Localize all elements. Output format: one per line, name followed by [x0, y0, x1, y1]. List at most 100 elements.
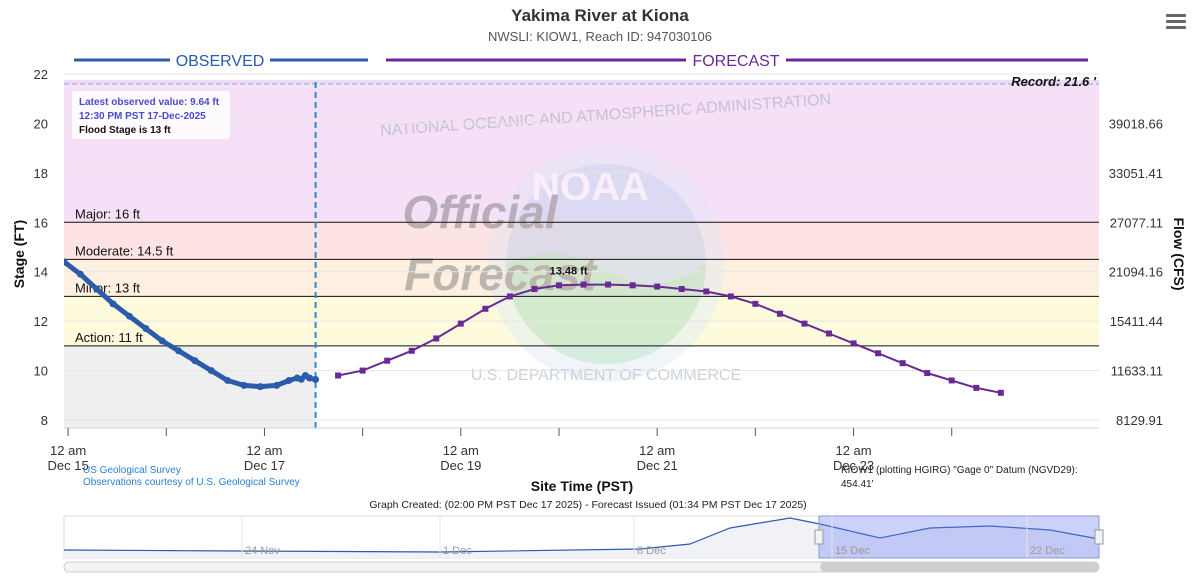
observed-point — [305, 374, 313, 382]
forecast-point — [924, 370, 931, 377]
y2-tick-label: 11633.11 — [1111, 364, 1163, 379]
watermark-logo: NOAA — [531, 165, 649, 209]
observed-point — [142, 325, 150, 333]
navigator-scrollbar-thumb[interactable] — [820, 562, 1099, 572]
chart-subtitle: NWSLI: KIOW1, Reach ID: 947030106 — [488, 29, 712, 44]
credit-observations[interactable]: Observations courtesy of U.S. Geological… — [83, 477, 300, 488]
observed-point — [224, 376, 232, 384]
threshold-label: Action: 11 ft — [75, 330, 143, 345]
forecast-point — [973, 384, 980, 391]
y2-tick-label: 8129.91 — [1116, 413, 1163, 428]
x-tick-label-date: Dec 19 — [440, 458, 481, 473]
forecast-point — [605, 281, 612, 288]
forecast-point — [776, 310, 783, 317]
y-tick-label: 20 — [34, 116, 48, 131]
y2-tick-label: 39018.66 — [1109, 116, 1163, 131]
y2-tick-label: 15411.44 — [1110, 314, 1163, 329]
graph-created-caption: Graph Created: (02:00 PM PST Dec 17 2025… — [369, 499, 806, 511]
forecast-point — [457, 320, 464, 327]
info-latest-value: Latest observed value: 9.64 ft — [79, 97, 220, 108]
observed-point — [207, 367, 215, 375]
range-navigator[interactable]: 24 Nov 1 Dec 8 Dec 15 Dec 22 Dec — [63, 515, 1104, 559]
info-flood-stage: Flood Stage is 13 ft — [79, 125, 171, 136]
x-axis-title: Site Time (PST) — [531, 478, 633, 494]
threshold-label: Minor: 13 ft — [75, 280, 140, 295]
x-tick-label-time: 12 am — [50, 443, 86, 458]
x-tick-label-date: Dec 17 — [244, 458, 285, 473]
record-label: Record: 21.6 ' — [1011, 74, 1097, 89]
navigator-date-label: 8 Dec — [637, 545, 666, 557]
observed-point — [285, 376, 293, 384]
hamburger-icon[interactable] — [1166, 14, 1186, 32]
forecast-point — [801, 320, 808, 327]
forecast-point — [384, 357, 391, 364]
y-tick-label: 16 — [34, 215, 48, 230]
threshold-label: Major: 16 ft — [75, 206, 140, 221]
forecast-point — [727, 293, 734, 300]
watermark-forecast: Forecast — [404, 248, 597, 300]
y2-tick-label: 21094.16 — [1109, 265, 1163, 280]
y-tick-label: 14 — [34, 265, 48, 280]
navigator-date-label: 15 Dec — [835, 545, 870, 557]
y-tick-label: 18 — [34, 166, 48, 181]
minor-band — [64, 259, 1099, 297]
x-tick-label-time: 12 am — [835, 443, 871, 458]
y-tick-label: 12 — [34, 314, 48, 329]
forecast-point — [531, 286, 538, 293]
y2-tick-label: 27077.11 — [1110, 215, 1163, 230]
navigator-series-area — [64, 518, 1099, 558]
navigator-date-label: 1 Dec — [443, 545, 472, 557]
forecast-point — [850, 340, 857, 347]
observed-point — [76, 270, 84, 278]
observed-point — [125, 312, 133, 320]
observed-point — [312, 375, 320, 383]
forecast-point — [335, 372, 342, 379]
chart-title: Yakima River at Kiona — [511, 6, 689, 25]
y-tick-label: 22 — [34, 67, 48, 82]
y2-tick-label: 33051.41 — [1109, 166, 1163, 181]
navigator-left-handle[interactable] — [814, 529, 824, 545]
x-tick-label-time: 12 am — [246, 443, 282, 458]
datum-note-line1: KIOW1 (plotting HGIRG) "Gage 0" Datum (N… — [841, 465, 1078, 476]
forecast-point — [678, 286, 685, 293]
observed-point — [64, 258, 68, 266]
forecast-point — [703, 288, 710, 295]
threshold-label: Moderate: 14.5 ft — [75, 243, 174, 258]
observed-point — [93, 285, 101, 293]
forecast-header: FORECAST — [692, 53, 779, 70]
datum-note-line2: 454.41' — [841, 479, 874, 490]
forecast-series-line — [337, 283, 1001, 394]
navigator-date-label: 24 Nov — [245, 545, 280, 557]
observed-point — [109, 300, 117, 308]
x-tick-label-date: Dec 21 — [637, 458, 678, 473]
observed-point — [273, 381, 281, 389]
forecast-point — [899, 360, 906, 367]
latest-observed-info-box: Latest observed value: 9.64 ft 12:30 PM … — [72, 91, 230, 139]
x-tick-label-date: Dec 15 — [47, 458, 88, 473]
y-tick-label: 8 — [41, 413, 48, 428]
forecast-point — [482, 305, 489, 312]
observed-point — [256, 383, 264, 391]
forecast-point — [997, 389, 1004, 396]
x-tick-label-date: Dec 23 — [833, 458, 874, 473]
forecast-point — [556, 282, 562, 289]
forecast-point — [580, 281, 587, 288]
y-tick-label: 10 — [34, 364, 48, 379]
watermark-official: Official — [402, 186, 558, 238]
info-latest-time: 12:30 PM PST 17-Dec-2025 — [79, 111, 206, 122]
forecast-point — [752, 300, 759, 307]
forecast-point — [654, 283, 661, 290]
forecast-point — [408, 347, 415, 354]
observed-point — [158, 337, 166, 345]
forecast-point — [629, 282, 636, 289]
peak-label: 13.48 ft — [550, 266, 588, 278]
forecast-point — [875, 350, 882, 357]
forecast-point — [359, 367, 366, 374]
observed-point — [191, 357, 199, 365]
y2-axis-title: Flow (CFS) — [1171, 217, 1187, 290]
record-band — [64, 80, 1099, 84]
navigator-right-handle[interactable] — [1094, 529, 1104, 545]
x-tick-label-time: 12 am — [443, 443, 479, 458]
credit-usgs[interactable]: US Geological Survey — [83, 465, 181, 476]
